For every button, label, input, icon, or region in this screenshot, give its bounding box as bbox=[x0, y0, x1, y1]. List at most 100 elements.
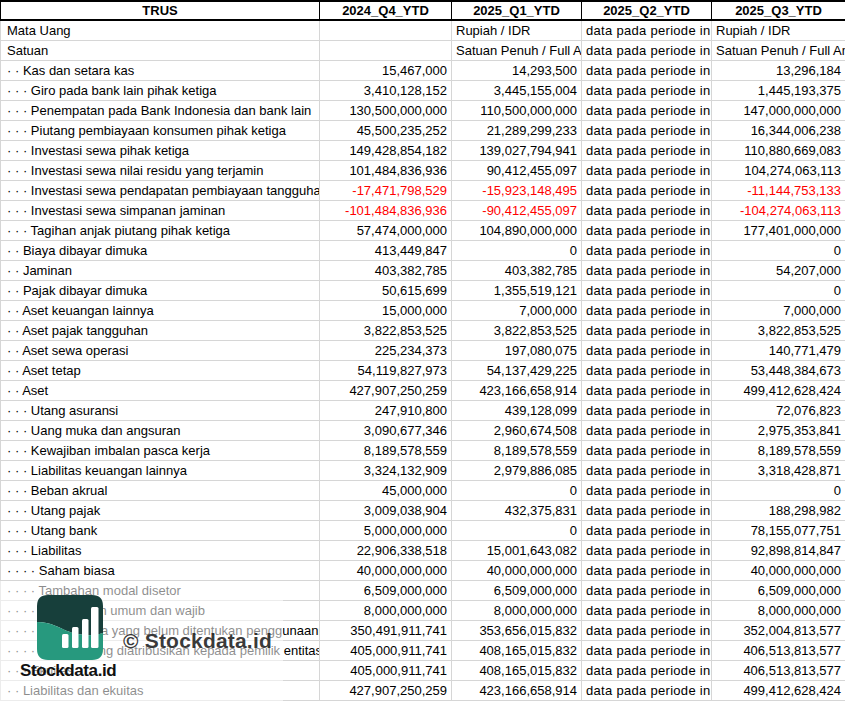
cell-2024-q4: 40,000,000,000 bbox=[320, 561, 452, 581]
cell-2025-q3: 0 bbox=[712, 241, 845, 261]
cell-2025-q2: data pada periode in bbox=[582, 301, 712, 321]
cell-2025-q1: 54,137,429,225 bbox=[452, 361, 582, 381]
row-label: · · · Investasi sewa nilai residu yang t… bbox=[0, 161, 320, 181]
cell-2025-q1: 0 bbox=[452, 481, 582, 501]
cell-2025-q2: data pada periode in bbox=[582, 661, 712, 681]
cell-2025-q2: data pada periode in bbox=[582, 501, 712, 521]
cell-2025-q3: 16,344,006,238 bbox=[712, 121, 845, 141]
table-row: SatuanSatuan Penuh / Full Amountdata pad… bbox=[0, 41, 845, 61]
table-row: · · · Uang muka dan angsuran3,090,677,34… bbox=[0, 421, 845, 441]
cell-2024-q4: -17,471,798,529 bbox=[320, 181, 452, 201]
cell-2025-q3: -104,274,063,113 bbox=[712, 201, 845, 221]
header-2024-q4: 2024_Q4_YTD bbox=[320, 0, 452, 21]
cell-2025-q1: 423,166,658,914 bbox=[452, 681, 582, 701]
table-row: · · · · Saham biasa40,000,000,00040,000,… bbox=[0, 561, 845, 581]
cell-2025-q1: Satuan Penuh / Full Amount bbox=[452, 41, 582, 61]
table-row: · · · Kewajiban imbalan pasca kerja8,189… bbox=[0, 441, 845, 461]
table-row: · · Aset pajak tangguhan3,822,853,5253,8… bbox=[0, 321, 845, 341]
cell-2025-q3: 147,000,000,000 bbox=[712, 101, 845, 121]
table-row: · · · Investasi sewa pihak ketiga149,428… bbox=[0, 141, 845, 161]
cell-2025-q2: data pada periode in bbox=[582, 681, 712, 701]
table-row: · · · Tagihan anjak piutang pihak ketiga… bbox=[0, 221, 845, 241]
row-label: · · · Giro pada bank lain pihak ketiga bbox=[0, 81, 320, 101]
row-label: · · Kas dan setara kas bbox=[0, 61, 320, 81]
table-row: · · · Liabilitas22,906,338,51815,001,643… bbox=[0, 541, 845, 561]
cell-2024-q4: 6,509,000,000 bbox=[320, 581, 452, 601]
cell-2025-q2: data pada periode in bbox=[582, 221, 712, 241]
cell-2025-q3: 188,298,982 bbox=[712, 501, 845, 521]
cell-2025-q3: 6,509,000,000 bbox=[712, 581, 845, 601]
row-label: · · · Beban akrual bbox=[0, 481, 320, 501]
cell-2025-q2: data pada periode in bbox=[582, 161, 712, 181]
table-row: · · · Investasi sewa nilai residu yang t… bbox=[0, 161, 845, 181]
cell-2025-q2: data pada periode in bbox=[582, 181, 712, 201]
cell-2025-q2: data pada periode in bbox=[582, 601, 712, 621]
cell-2025-q1: 15,001,643,082 bbox=[452, 541, 582, 561]
cell-2025-q1: 7,000,000 bbox=[452, 301, 582, 321]
header-2025-q3: 2025_Q3_YTD bbox=[712, 0, 845, 21]
cell-2025-q1: 110,500,000,000 bbox=[452, 101, 582, 121]
cell-2024-q4: 3,324,132,909 bbox=[320, 461, 452, 481]
cell-2025-q2: data pada periode in bbox=[582, 121, 712, 141]
cell-2025-q1: 432,375,831 bbox=[452, 501, 582, 521]
cell-2024-q4: 45,500,235,252 bbox=[320, 121, 452, 141]
row-label: · · · Liabilitas bbox=[0, 541, 320, 561]
cell-2024-q4: 45,000,000 bbox=[320, 481, 452, 501]
cell-2025-q2: data pada periode in bbox=[582, 361, 712, 381]
cell-2025-q2: data pada periode in bbox=[582, 81, 712, 101]
cell-2025-q1: 21,289,299,233 bbox=[452, 121, 582, 141]
row-label: · · Aset pajak tangguhan bbox=[0, 321, 320, 341]
header-2025-q2: 2025_Q2_YTD bbox=[582, 0, 712, 21]
row-label: · · · Utang asuransi bbox=[0, 401, 320, 421]
row-label: · · · Investasi sewa pihak ketiga bbox=[0, 141, 320, 161]
cell-2025-q2: data pada periode in bbox=[582, 461, 712, 481]
row-label: · · Jaminan bbox=[0, 261, 320, 281]
cell-2025-q3: Rupiah / IDR bbox=[712, 21, 845, 41]
cell-2025-q2: data pada periode in bbox=[582, 421, 712, 441]
stockdata-logo-icon bbox=[37, 595, 103, 660]
cell-2025-q1: 439,128,099 bbox=[452, 401, 582, 421]
cell-2025-q3: 499,412,628,424 bbox=[712, 681, 845, 701]
row-label: Satuan bbox=[0, 41, 320, 61]
row-label: · · · Investasi sewa pendapatan pembiaya… bbox=[0, 181, 320, 201]
row-label: · · Aset sewa operasi bbox=[0, 341, 320, 361]
cell-2025-q3: 8,000,000,000 bbox=[712, 601, 845, 621]
cell-2024-q4: 149,428,854,182 bbox=[320, 141, 452, 161]
cell-2025-q3: 54,207,000 bbox=[712, 261, 845, 281]
cell-2025-q3: 40,000,000,000 bbox=[712, 561, 845, 581]
table-row: · · · Investasi sewa pendapatan pembiaya… bbox=[0, 181, 845, 201]
table-row: · · · Giro pada bank lain pihak ketiga3,… bbox=[0, 81, 845, 101]
cell-2024-q4: 130,500,000,000 bbox=[320, 101, 452, 121]
cell-2025-q2: data pada periode in bbox=[582, 401, 712, 421]
cell-2025-q3: 92,898,814,847 bbox=[712, 541, 845, 561]
table-row: · · Jaminan403,382,785403,382,785data pa… bbox=[0, 261, 845, 281]
cell-2024-q4: 3,822,853,525 bbox=[320, 321, 452, 341]
cell-2025-q1: Rupiah / IDR bbox=[452, 21, 582, 41]
cell-2025-q3: -11,144,753,133 bbox=[712, 181, 845, 201]
cell-2025-q2: data pada periode in bbox=[582, 541, 712, 561]
row-label: · · · Piutang pembiayaan konsumen pihak … bbox=[0, 121, 320, 141]
row-label: · · · · Saham biasa bbox=[0, 561, 320, 581]
cell-2025-q3: 406,513,813,577 bbox=[712, 641, 845, 661]
cell-2025-q3: 352,004,813,577 bbox=[712, 621, 845, 641]
cell-2025-q1: -90,412,455,097 bbox=[452, 201, 582, 221]
cell-2025-q3: 3,822,853,525 bbox=[712, 321, 845, 341]
cell-2025-q1: -15,923,148,495 bbox=[452, 181, 582, 201]
cell-2024-q4: 50,615,699 bbox=[320, 281, 452, 301]
row-label: · · Aset tetap bbox=[0, 361, 320, 381]
row-label: · · Aset bbox=[0, 381, 320, 401]
row-label: · · Aset keuangan lainnya bbox=[0, 301, 320, 321]
cell-2025-q3: 13,296,184 bbox=[712, 61, 845, 81]
cell-2024-q4: 8,189,578,559 bbox=[320, 441, 452, 461]
cell-2025-q2: data pada periode in bbox=[582, 581, 712, 601]
cell-2024-q4: 403,382,785 bbox=[320, 261, 452, 281]
cell-2025-q2: data pada periode in bbox=[582, 261, 712, 281]
row-label: · · Biaya dibayar dimuka bbox=[0, 241, 320, 261]
cell-2025-q3: 2,975,353,841 bbox=[712, 421, 845, 441]
table-row: · · Aset sewa operasi225,234,373197,080,… bbox=[0, 341, 845, 361]
table-header-row: TRUS 2024_Q4_YTD 2025_Q1_YTD 2025_Q2_YTD… bbox=[0, 0, 845, 21]
row-label: · · · Investasi sewa simpanan jaminan bbox=[0, 201, 320, 221]
table-row: · · · Penempatan pada Bank Indonesia dan… bbox=[0, 101, 845, 121]
cell-2025-q3: Satuan Penuh / Full Amount bbox=[712, 41, 845, 61]
cell-2025-q3: 72,076,823 bbox=[712, 401, 845, 421]
